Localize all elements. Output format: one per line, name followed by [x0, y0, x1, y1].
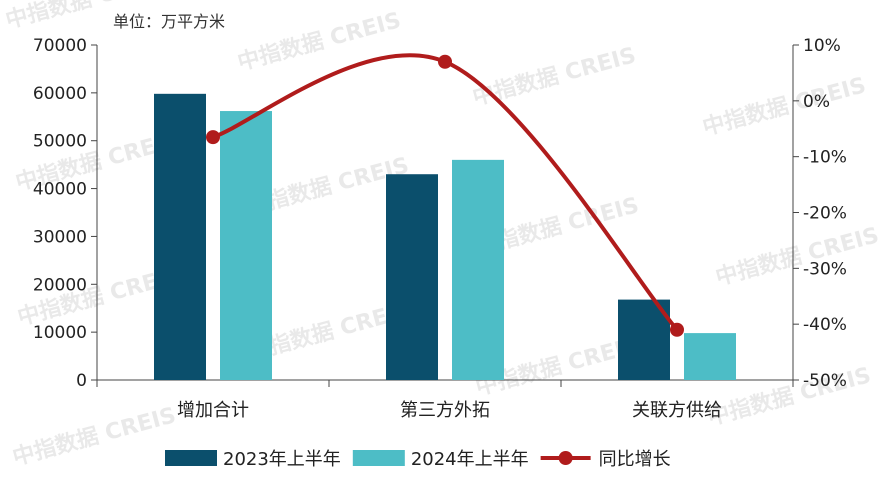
left-tick-label-6: 60000: [33, 84, 87, 104]
bar-1-1: [452, 159, 504, 380]
legend-label-0: 2023年上半年: [223, 449, 341, 470]
category-label-2: 关联方供给: [632, 400, 722, 421]
left-tick-label-2: 20000: [33, 275, 87, 295]
legend-swatch-1: [352, 450, 405, 466]
watermark-12: 中指数据 CREIS: [10, 402, 179, 471]
right-tick-label-5: 0%: [803, 92, 830, 112]
bar-1-0: [220, 111, 272, 381]
x-axis: 增加合计 第三方外拓 关联方供给: [96, 379, 794, 421]
legend: 2023年上半年 2024年上半年 同比增长: [165, 449, 671, 470]
watermark-1: 中指数据 CREIS: [235, 7, 404, 76]
right-tick-label-6: 10%: [803, 36, 841, 56]
right-tick-label-2: -30%: [803, 259, 847, 279]
legend-swatch-0: [165, 450, 217, 466]
right-tick-label-4: -10%: [803, 148, 847, 168]
left-tick-label-5: 50000: [33, 132, 87, 152]
category-label-1: 第三方外拓: [400, 400, 490, 421]
left-tick-label-3: 30000: [33, 227, 87, 247]
right-tick-label-0: -50%: [803, 371, 847, 391]
growth-line: [206, 53, 684, 337]
watermark-2: 中指数据 CREIS: [470, 42, 639, 111]
left-axis: 0 10000 20000 30000 40000 50000 60000 70000: [33, 36, 98, 391]
watermark-7: 中指数据 CREIS: [713, 222, 882, 291]
growth-point-2: [670, 322, 684, 337]
category-label-0: 增加合计: [177, 400, 249, 421]
left-tick-label-1: 10000: [33, 323, 87, 343]
left-tick-label-0: 0: [76, 371, 87, 391]
unit-label: 单位：万平方米: [113, 12, 225, 31]
left-tick-label-4: 40000: [33, 180, 87, 200]
right-axis: -50% -40% -30% -20% -10% 0% 10%: [792, 36, 847, 391]
bar-0-0: [154, 93, 206, 381]
legend-label-2: 同比增长: [599, 449, 671, 470]
growth-point-1: [438, 54, 452, 69]
growth-point-0: [206, 130, 220, 145]
bar-0-2: [618, 299, 670, 380]
watermark-3: 中指数据 CREIS: [700, 72, 869, 141]
bar-0-1: [386, 174, 438, 380]
bar-1-2: [684, 333, 736, 380]
bars: [154, 93, 736, 381]
right-tick-label-3: -20%: [803, 204, 847, 224]
legend-swatch-marker-2: [558, 451, 573, 465]
right-tick-label-1: -40%: [803, 315, 847, 335]
legend-label-1: 2024年上半年: [411, 449, 529, 470]
left-tick-label-7: 70000: [33, 36, 87, 56]
